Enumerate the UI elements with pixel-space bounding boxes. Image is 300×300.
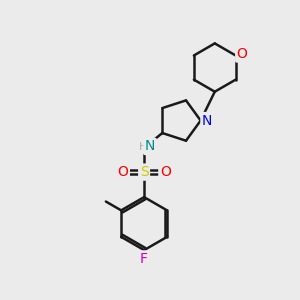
Text: O: O [160,165,171,179]
Text: S: S [140,165,148,179]
Text: H: H [139,142,147,152]
Text: N: N [145,140,155,154]
Text: O: O [118,165,128,179]
Text: F: F [140,252,148,266]
Text: N: N [202,114,212,128]
Text: O: O [237,47,248,61]
